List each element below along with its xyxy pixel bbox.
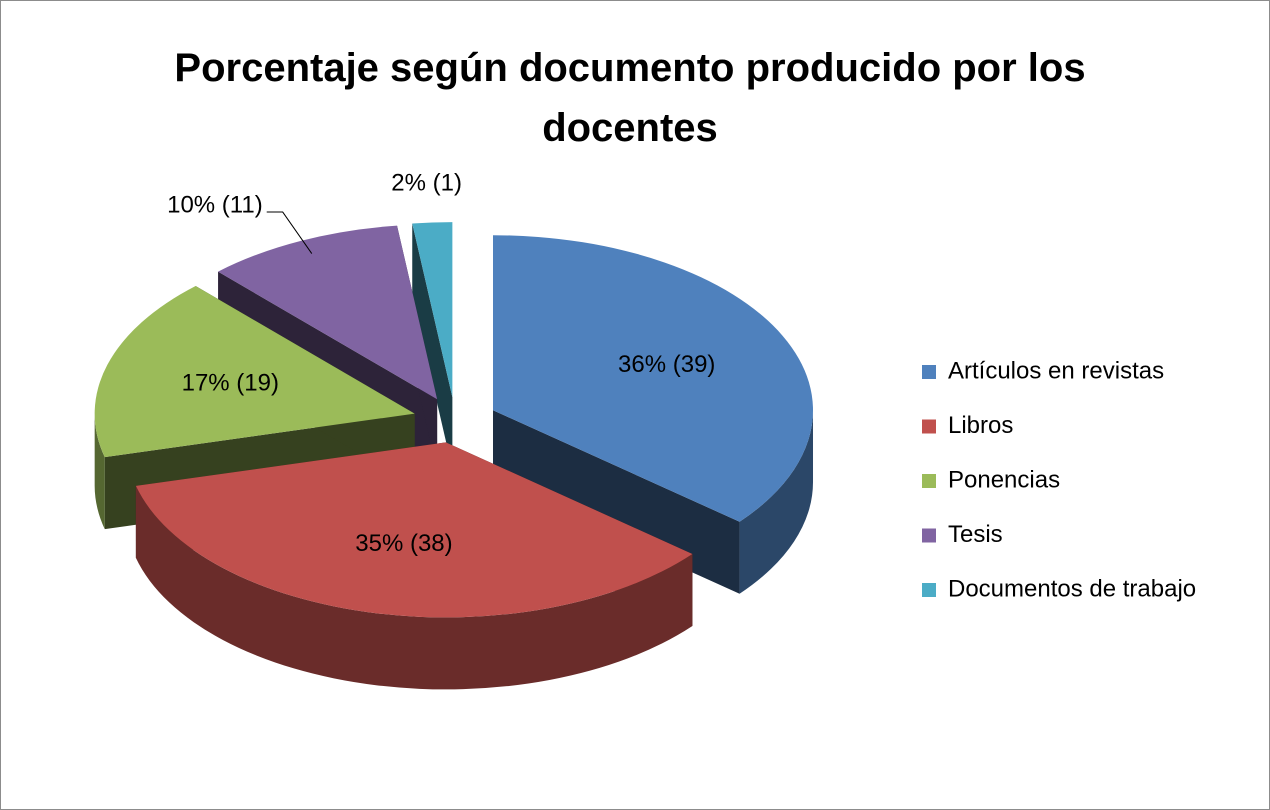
legend-label: Documentos de trabajo	[948, 575, 1196, 602]
data-label: 35% (38)	[355, 530, 452, 557]
slice-top	[218, 225, 438, 400]
slice-wall	[412, 223, 453, 470]
legend-label: Artículos en revistas	[948, 357, 1164, 384]
legend-swatch	[922, 474, 936, 488]
slice-side	[739, 410, 814, 594]
legend-swatch	[922, 583, 936, 597]
chart-title: Porcentaje según documento producido por…	[174, 46, 1086, 150]
data-label: 36% (39)	[618, 351, 715, 378]
legend-swatch	[922, 419, 936, 434]
legend-swatch	[922, 365, 936, 379]
slice-side	[135, 485, 693, 690]
legend-label: Libros	[948, 412, 1013, 439]
legend-label: Tesis	[948, 521, 1003, 548]
slice-side	[94, 413, 105, 530]
slice-top	[412, 222, 453, 398]
legend-label: Ponencias	[948, 466, 1060, 493]
slice	[412, 222, 453, 470]
slice	[135, 442, 693, 690]
data-label: 2% (1)	[391, 169, 462, 196]
data-label: 17% (19)	[182, 370, 279, 397]
slice-top	[493, 235, 814, 522]
legend-swatch	[922, 528, 936, 543]
leader-line	[266, 211, 313, 254]
slice-top	[94, 286, 415, 458]
data-label: 10% (11)	[167, 191, 263, 218]
slice-top	[135, 442, 693, 618]
